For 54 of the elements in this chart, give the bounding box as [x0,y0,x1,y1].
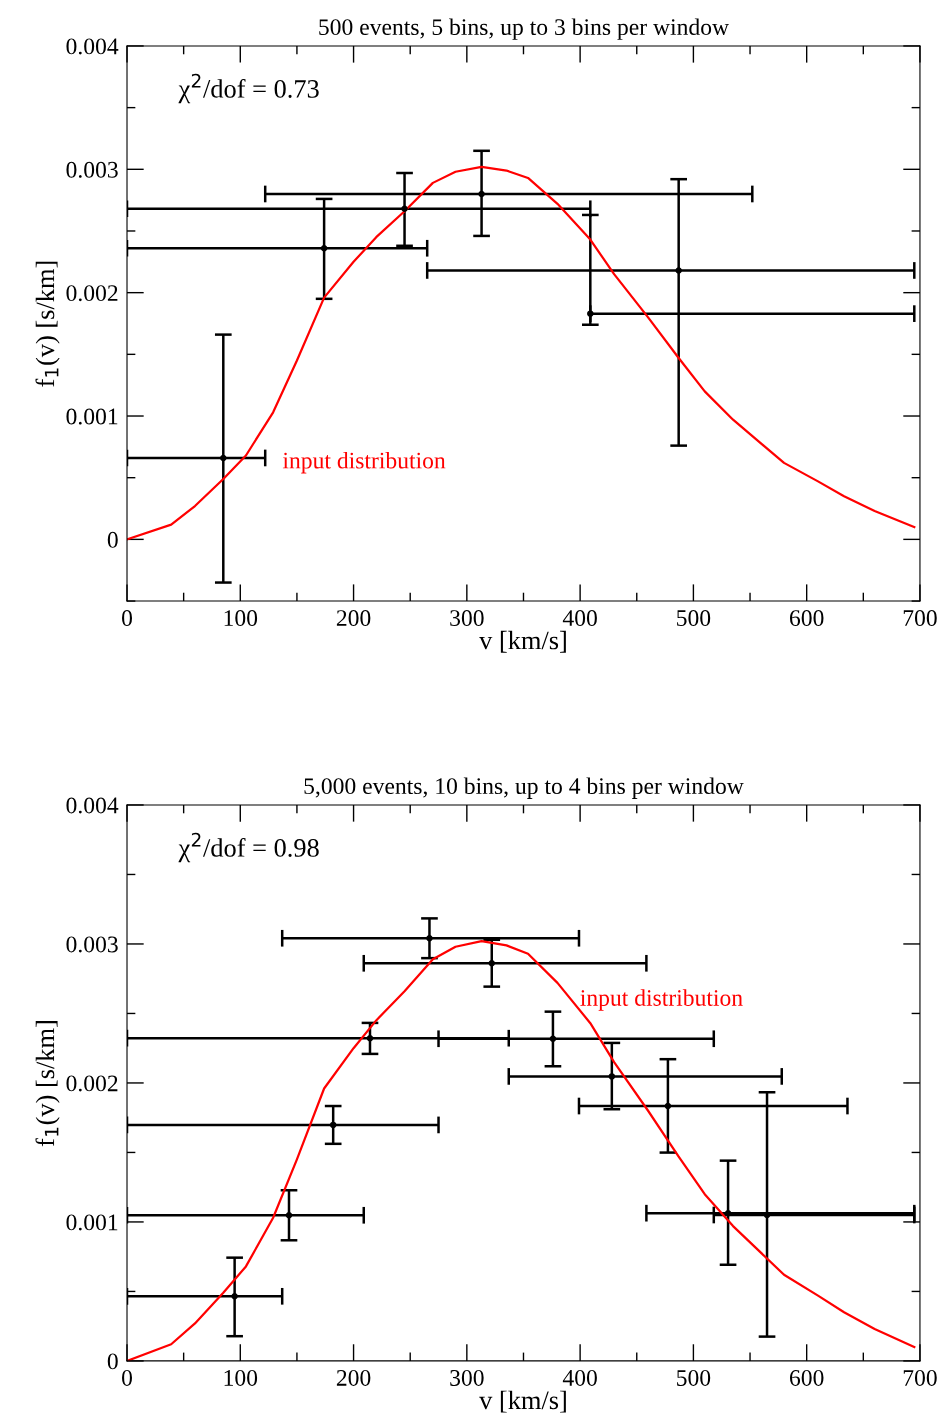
point [724,1209,732,1217]
y-tick-label: 0 [107,1353,118,1370]
x-tick-label: 500 [677,610,711,626]
annotation: χ$^{2}$/dof = 0.73 [178,73,319,104]
x-tick-label: 300 [450,610,484,626]
point [664,1102,672,1110]
y-tick-label: 0 [107,531,118,548]
point [329,1121,337,1129]
line-series [127,940,916,1361]
x-tick-label: 600 [789,1369,824,1386]
y-tick-label: 0.001 [66,1214,118,1231]
point [401,205,408,213]
chart-title: 5,000 events, 10 bins, up to 4 bins per window [304,777,744,799]
annotation: χ$^{2}$/dof = 0.98 [178,832,319,863]
y-tick-label: 0.002 [66,285,118,302]
point [366,1034,374,1042]
chart-title: 500 events, 5 bins, up to 3 bins per window [319,18,729,40]
point [675,267,682,274]
annotation: input distribution [580,989,743,1011]
point [587,310,594,317]
x-tick-label: 0 [122,610,133,626]
point [285,1212,293,1219]
point [220,454,227,462]
x-tick-label: 200 [336,610,371,626]
x-axis-title: v [km/s] [479,1390,566,1413]
point [488,960,496,967]
x-tick-label: 400 [562,610,597,626]
y-tick-label: 0.001 [66,408,118,425]
y-tick-label: 0.003 [66,161,118,178]
point [320,245,328,252]
x-tick-label: 700 [903,1369,937,1386]
line-series [127,165,916,541]
x-axis-title: v [km/s] [479,630,566,653]
x-tick-label: 300 [450,1369,484,1386]
x-tick-label: 200 [336,1369,371,1386]
x-tick-label: 500 [677,1369,711,1386]
x-tick-label: 700 [903,610,937,626]
y-tick-label: 0.002 [66,1075,118,1092]
y-tick-label: 0.004 [66,797,119,814]
x-tick-label: 0 [122,1369,133,1386]
point [549,1035,557,1043]
y-tick-label: 0.003 [66,936,118,953]
y-axis-title: f$_{1}$(v) [s/km] [35,1021,60,1147]
point [231,1293,238,1300]
point [608,1073,616,1080]
annotation: input distribution [282,451,446,474]
point [478,190,485,198]
x-tick-label: 100 [224,1369,258,1386]
y-axis-title: f$_{1}$(v) [s/km] [35,261,60,387]
x-tick-label: 600 [789,610,824,626]
y-tick-label: 0.004 [66,38,119,55]
x-tick-label: 100 [224,610,258,626]
point [426,935,433,942]
x-tick-label: 400 [562,1369,597,1386]
